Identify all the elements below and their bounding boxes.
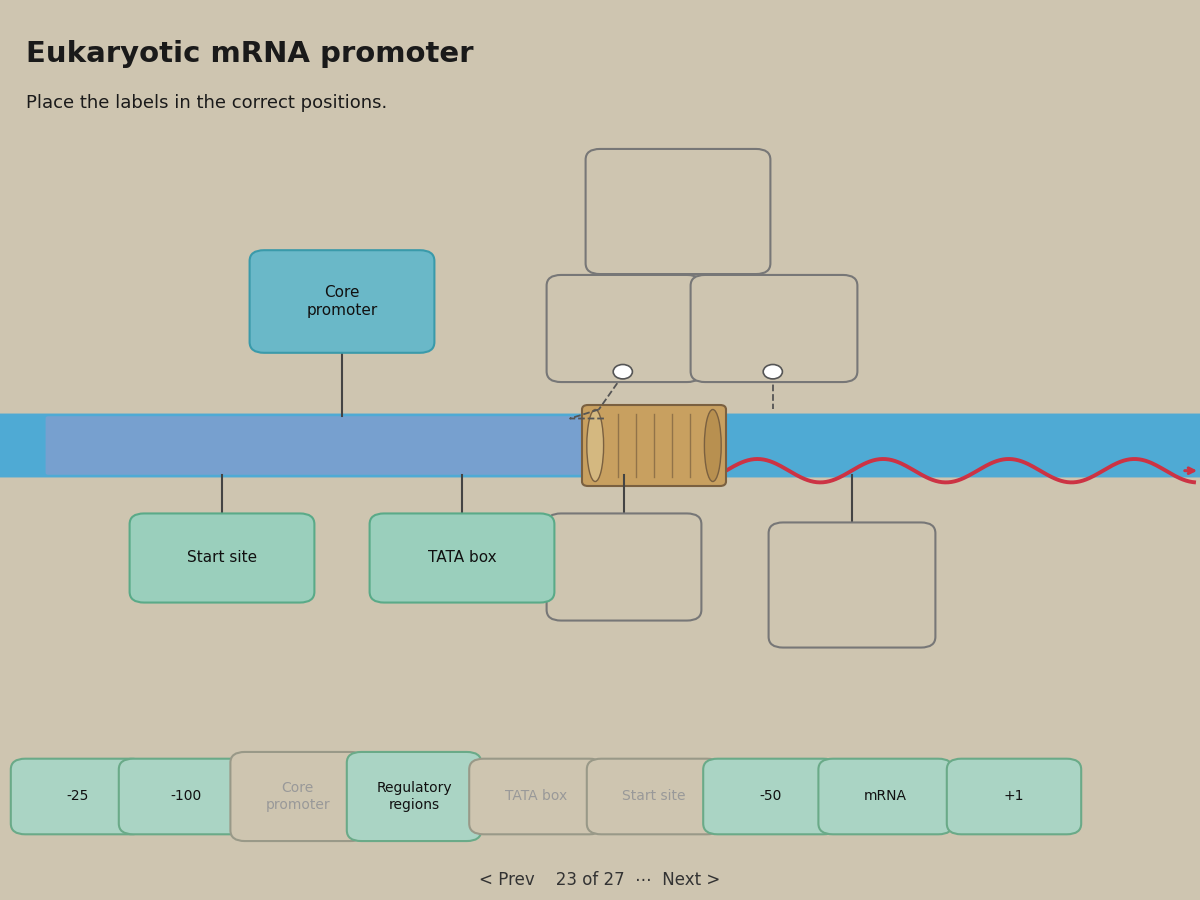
FancyBboxPatch shape xyxy=(46,416,602,475)
FancyBboxPatch shape xyxy=(768,522,936,648)
FancyBboxPatch shape xyxy=(347,752,481,841)
FancyBboxPatch shape xyxy=(0,414,1200,477)
FancyBboxPatch shape xyxy=(586,148,770,274)
Text: -50: -50 xyxy=(760,789,781,804)
FancyBboxPatch shape xyxy=(130,513,314,603)
FancyBboxPatch shape xyxy=(250,250,434,353)
FancyBboxPatch shape xyxy=(582,405,726,486)
FancyBboxPatch shape xyxy=(947,759,1081,834)
Circle shape xyxy=(763,364,782,379)
Text: Start site: Start site xyxy=(187,551,257,565)
Circle shape xyxy=(613,364,632,379)
Text: Place the labels in the correct positions.: Place the labels in the correct position… xyxy=(26,94,388,112)
Text: -25: -25 xyxy=(67,789,89,804)
Text: Core
promoter: Core promoter xyxy=(265,781,330,812)
Text: Core
promoter: Core promoter xyxy=(306,285,378,318)
Text: Eukaryotic mRNA promoter: Eukaryotic mRNA promoter xyxy=(26,40,474,68)
Text: TATA box: TATA box xyxy=(427,551,497,565)
Text: -100: -100 xyxy=(170,789,202,804)
FancyBboxPatch shape xyxy=(547,513,701,621)
Ellipse shape xyxy=(704,410,721,482)
Text: TATA box: TATA box xyxy=(505,789,568,804)
FancyBboxPatch shape xyxy=(703,759,838,834)
FancyBboxPatch shape xyxy=(587,759,721,834)
FancyBboxPatch shape xyxy=(818,759,953,834)
FancyBboxPatch shape xyxy=(691,275,857,382)
FancyBboxPatch shape xyxy=(11,759,145,834)
Text: mRNA: mRNA xyxy=(864,789,907,804)
FancyBboxPatch shape xyxy=(119,759,253,834)
FancyBboxPatch shape xyxy=(547,275,701,382)
FancyBboxPatch shape xyxy=(370,513,554,603)
Text: Start site: Start site xyxy=(623,789,685,804)
Text: +1: +1 xyxy=(1003,789,1025,804)
FancyBboxPatch shape xyxy=(230,752,365,841)
Text: < Prev    23 of 27  ⋯  Next >: < Prev 23 of 27 ⋯ Next > xyxy=(479,871,721,889)
Text: Regulatory
regions: Regulatory regions xyxy=(376,781,452,812)
FancyBboxPatch shape xyxy=(469,759,604,834)
Ellipse shape xyxy=(587,410,604,482)
